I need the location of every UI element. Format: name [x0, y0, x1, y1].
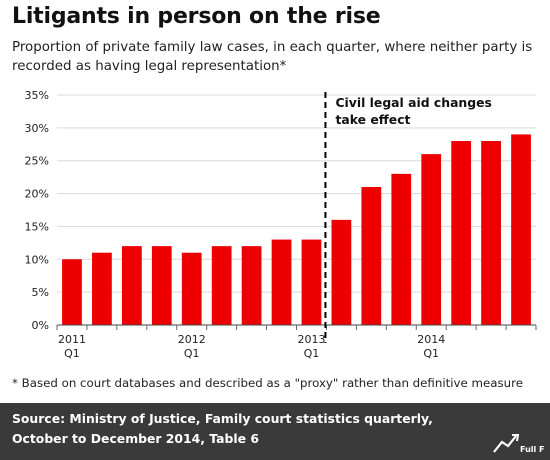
source-text: Source: Ministry of Justice, Family cour…: [12, 409, 492, 449]
bar: [301, 239, 322, 325]
bar: [211, 246, 232, 325]
x-tick-label-year: 2012: [178, 333, 206, 346]
x-tick-label-quarter: Q1: [184, 347, 200, 360]
bar: [331, 219, 352, 325]
y-tick-label: 0%: [32, 319, 49, 332]
x-tick-label-quarter: Q1: [423, 347, 439, 360]
chart-title: Litigants in person on the rise: [12, 4, 381, 29]
bar: [361, 187, 382, 325]
y-tick-label: 10%: [25, 253, 49, 266]
bar: [511, 134, 531, 325]
y-tick-label: 25%: [25, 155, 49, 168]
bar: [391, 173, 412, 325]
bar: [481, 141, 501, 325]
x-tick-label-quarter: Q1: [304, 347, 320, 360]
y-tick-label: 35%: [25, 89, 49, 102]
x-tick-label-year: 2013: [297, 333, 325, 346]
y-tick-label: 20%: [25, 188, 49, 201]
annotation-text: Civil legal aid changes: [335, 95, 491, 110]
y-tick-label: 15%: [25, 220, 49, 233]
bar: [92, 252, 112, 325]
source-body: Ministry of Justice, Family court statis…: [12, 411, 433, 446]
x-tick-label-year: 2014: [417, 333, 445, 346]
bar: [121, 246, 142, 325]
bar: [451, 141, 472, 325]
annotation-text: take effect: [335, 112, 410, 127]
bar: [421, 154, 442, 325]
bar: [62, 259, 82, 325]
source-footer: Source: Ministry of Justice, Family cour…: [0, 403, 550, 460]
logo-text: Full Fact: [520, 445, 544, 454]
x-tick-label-quarter: Q1: [64, 347, 80, 360]
full-fact-logo: Full Fact: [493, 434, 544, 454]
bar: [181, 252, 202, 325]
source-label: Source:: [12, 411, 66, 426]
chart-subtitle: Proportion of private family law cases, …: [12, 40, 533, 74]
footnote: * Based on court databases and described…: [12, 376, 523, 390]
bar: [271, 239, 292, 325]
y-tick-label: 30%: [25, 122, 49, 135]
bar: [241, 246, 262, 325]
bar-chart: 0%5%10%15%20%25%30%35%2011Q12012Q12013Q1…: [25, 89, 537, 360]
x-tick-label-year: 2011: [58, 333, 86, 346]
bar: [151, 246, 172, 325]
y-tick-label: 5%: [32, 286, 49, 299]
